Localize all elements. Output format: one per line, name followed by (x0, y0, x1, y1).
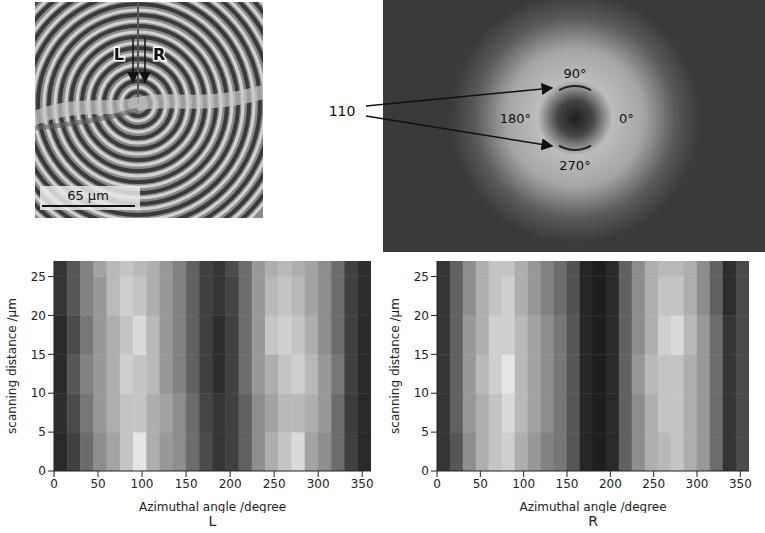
svg-text:150: 150 (175, 477, 198, 491)
svg-text:50: 50 (473, 477, 488, 491)
svg-text:25: 25 (31, 270, 46, 284)
svg-text:300: 300 (686, 477, 709, 491)
svg-text:10: 10 (31, 386, 46, 400)
svg-text:0: 0 (421, 464, 429, 478)
svg-text:50: 50 (90, 477, 105, 491)
svg-text:200: 200 (599, 477, 622, 491)
svg-text:20: 20 (31, 309, 46, 323)
svg-text:250: 250 (263, 477, 286, 491)
svg-text:10: 10 (414, 386, 429, 400)
svg-text:15: 15 (31, 348, 46, 362)
svg-text:5: 5 (421, 425, 429, 439)
svg-text:100: 100 (512, 477, 535, 491)
svg-text:300: 300 (307, 477, 330, 491)
svg-text:65 μm: 65 μm (67, 188, 109, 203)
svg-text:Azimuthal angle /degree: Azimuthal angle /degree (519, 500, 666, 513)
svg-text:100: 100 (131, 477, 154, 491)
svg-text:0°: 0° (619, 111, 634, 126)
html-text:L: L (208, 513, 217, 529)
svg-text:scanning distance /μm: scanning distance /μm (5, 298, 19, 434)
svg-text:270°: 270° (559, 158, 590, 173)
svg-text:15: 15 (414, 348, 429, 362)
svg-text:350: 350 (729, 477, 752, 491)
svg-text:Azimuthal angle /degree: Azimuthal angle /degree (139, 500, 286, 513)
svg-text:0: 0 (38, 464, 46, 478)
svg-text:25: 25 (414, 270, 429, 284)
svg-text:0: 0 (433, 477, 441, 491)
svg-text:5: 5 (38, 425, 46, 439)
svg-text:250: 250 (642, 477, 665, 491)
svg-text:180°: 180° (500, 111, 531, 126)
svg-text:scanning distance /μm: scanning distance /μm (388, 298, 402, 434)
svg-text:R: R (153, 45, 165, 64)
html-text:R: R (588, 513, 598, 529)
svg-text:20: 20 (414, 309, 429, 323)
svg-text:200: 200 (219, 477, 242, 491)
svg-text:350: 350 (351, 477, 374, 491)
svg-text:110: 110 (329, 103, 356, 119)
svg-text:0: 0 (50, 477, 58, 491)
svg-text:90°: 90° (563, 66, 586, 81)
svg-text:L: L (114, 45, 124, 64)
svg-text:150: 150 (556, 477, 579, 491)
